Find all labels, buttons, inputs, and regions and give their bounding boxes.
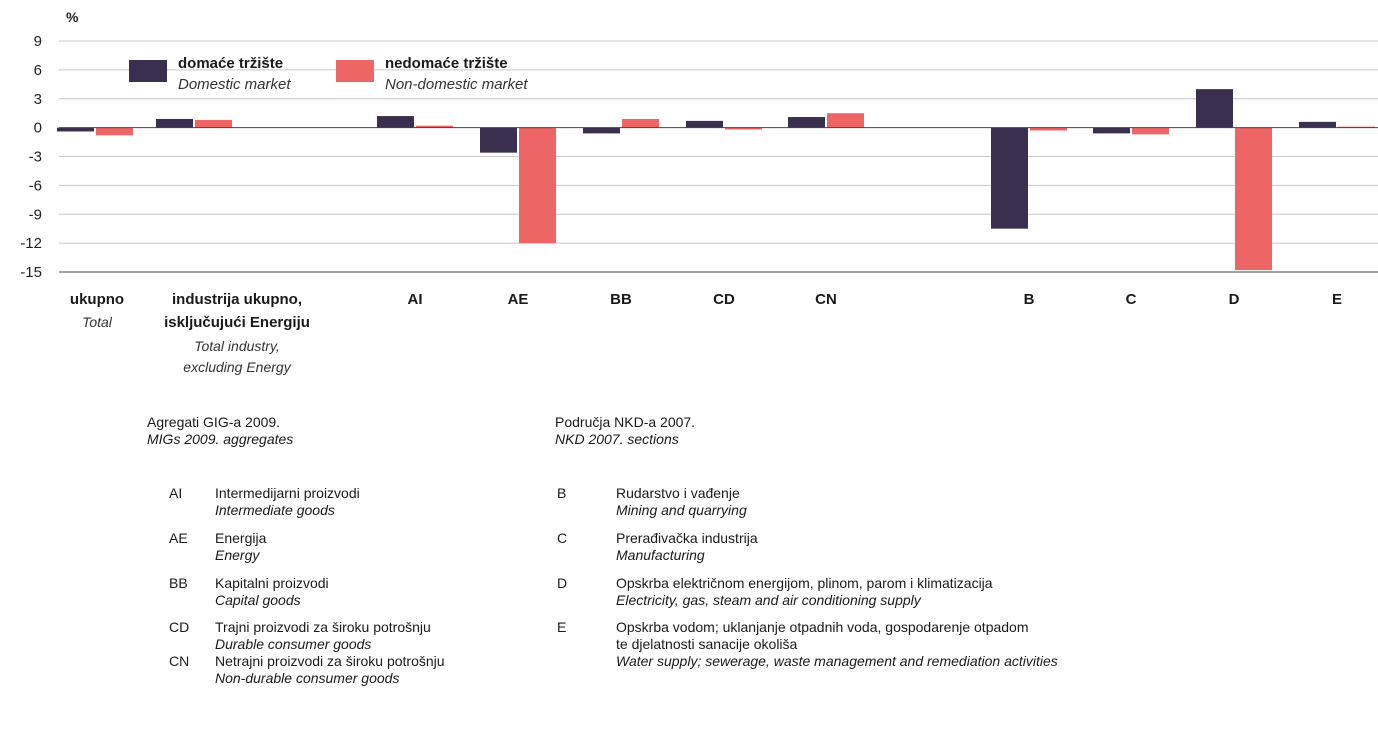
- aggregates-title: Agregati GIG-a 2009. MIGs 2009. aggregat…: [147, 414, 293, 448]
- section-hr-2: te djelatnosti sanacije okoliša: [616, 636, 798, 652]
- y-unit-label: %: [66, 9, 79, 25]
- bar-nondomestic-9: [1235, 127, 1272, 271]
- section-en: Water supply; sewerage, waste management…: [616, 653, 1058, 669]
- bar-nondomestic-1: [195, 119, 232, 128]
- sections-title-en: NKD 2007. sections: [555, 431, 679, 447]
- bar-nondomestic-5: [725, 127, 762, 130]
- aggregate-code: CD: [169, 619, 190, 635]
- aggregate-hr: Trajni proizvodi za široku potrošnju: [215, 619, 431, 635]
- aggregate-hr: Kapitalni proizvodi: [215, 575, 329, 591]
- bar-nondomestic-8: [1132, 127, 1169, 135]
- section-hr: Opskrba vodom; uklanjanje otpadnih voda,…: [616, 619, 1029, 635]
- bar-domestic-1: [156, 118, 193, 128]
- legend-nondomestic-en: Non-domestic market: [385, 76, 528, 93]
- y-tick-label: 3: [34, 91, 42, 108]
- aggregate-en: Capital goods: [215, 592, 301, 608]
- category-label-cn: CN: [815, 291, 837, 308]
- bar-nondomestic-3: [519, 127, 556, 244]
- y-tick-label: -3: [29, 149, 42, 166]
- category-label-cd: CD: [713, 291, 735, 308]
- section-hr: Prerađivačka industrija: [616, 530, 758, 546]
- category-label-ai: AI: [407, 291, 423, 308]
- sections-title-hr: Područja NKD-a 2007.: [555, 414, 696, 430]
- category-label-c: C: [1125, 291, 1137, 308]
- category-label-ae: AE: [507, 291, 529, 308]
- aggregate-hr: Intermedijarni proizvodi: [215, 485, 360, 501]
- category-sublabel-industry-2: excluding Energy: [183, 359, 291, 375]
- aggregate-en: Durable consumer goods: [215, 636, 372, 652]
- aggregates-title-hr: Agregati GIG-a 2009.: [147, 414, 281, 430]
- aggregate-code: AI: [169, 485, 183, 501]
- y-tick-label: -15: [20, 264, 42, 281]
- bar-domestic-2: [377, 116, 414, 128]
- bars: [57, 89, 1375, 271]
- category-label-bb: BB: [610, 291, 632, 308]
- category-label-e: E: [1331, 291, 1343, 308]
- section-code: D: [557, 575, 568, 591]
- aggregates-title-en: MIGs 2009. aggregates: [147, 431, 294, 447]
- category-label-b: B: [1023, 291, 1035, 308]
- gridlines: [59, 40, 1378, 273]
- bar-domestic-8: [1093, 127, 1130, 134]
- bar-domestic-4: [583, 127, 620, 134]
- bar-domestic-7: [991, 127, 1028, 229]
- bar-domestic-6: [788, 117, 825, 128]
- y-tick-label: 6: [34, 62, 42, 79]
- aggregate-en: Energy: [215, 547, 260, 563]
- section-hr: Rudarstvo i vađenje: [616, 485, 740, 501]
- category-label-industry-2: isključujući Energiju: [164, 314, 310, 331]
- aggregate-en: Non-durable consumer goods: [215, 670, 400, 686]
- legend-domestic-en: Domestic market: [178, 76, 291, 93]
- bar-domestic-0: [57, 127, 94, 132]
- bar-domestic-5: [686, 120, 723, 128]
- y-tick-label: -9: [29, 206, 42, 223]
- bar-chart: % 9 6 3 0 -3 -6 -9 -12 -15 domaće tržište Domest…: [20, 9, 1378, 281]
- legend-nondomestic-hr: nedomaće tržište: [385, 55, 508, 72]
- aggregate-code: AE: [169, 530, 188, 546]
- bar-nondomestic-2: [416, 125, 453, 128]
- section-code: C: [557, 530, 568, 546]
- aggregate-code: BB: [169, 575, 188, 591]
- section-code: B: [557, 485, 567, 501]
- bar-domestic-10: [1299, 121, 1336, 128]
- legend: domaće tržište Domestic market nedomaće …: [129, 55, 528, 93]
- bar-nondomestic-7: [1030, 127, 1067, 131]
- aggregate-code: CN: [169, 653, 190, 669]
- bar-nondomestic-6: [827, 113, 864, 128]
- category-sublabel-industry-1: Total industry,: [194, 338, 280, 354]
- y-tick-label: 0: [34, 120, 42, 137]
- y-tick-label: -6: [29, 177, 42, 194]
- aggregate-hr: Netrajni proizvodi za široku potrošnju: [215, 653, 445, 669]
- legend-swatch-domestic: [129, 60, 167, 82]
- aggregate-hr: Energija: [215, 530, 267, 546]
- bar-nondomestic-0: [96, 127, 133, 136]
- category-sublabel-total: Total: [82, 314, 112, 330]
- section-hr: Opskrba električnom energijom, plinom, p…: [616, 575, 993, 591]
- legend-domestic-hr: domaće tržište: [178, 55, 283, 72]
- category-label-ukupno: ukupno: [69, 291, 125, 308]
- y-tick-label: -12: [20, 235, 42, 252]
- category-label-d: D: [1228, 291, 1240, 308]
- bar-domestic-3: [480, 127, 517, 153]
- sections-title: Područja NKD-a 2007. NKD 2007. sections: [555, 414, 695, 448]
- y-tick-labels: 9 6 3 0 -3 -6 -9 -12 -15: [20, 33, 42, 281]
- legend-swatch-nondomestic: [336, 60, 374, 82]
- category-label-industry-1: industrija ukupno,: [172, 291, 302, 308]
- section-en: Electricity, gas, steam and air conditio…: [616, 592, 921, 608]
- section-en: Mining and quarrying: [616, 502, 747, 518]
- bar-domestic-9: [1196, 89, 1233, 128]
- section-code: E: [557, 619, 567, 635]
- bar-nondomestic-4: [622, 118, 659, 128]
- y-tick-label: 9: [34, 33, 42, 50]
- section-en: Manufacturing: [616, 547, 705, 563]
- aggregate-en: Intermediate goods: [215, 502, 335, 518]
